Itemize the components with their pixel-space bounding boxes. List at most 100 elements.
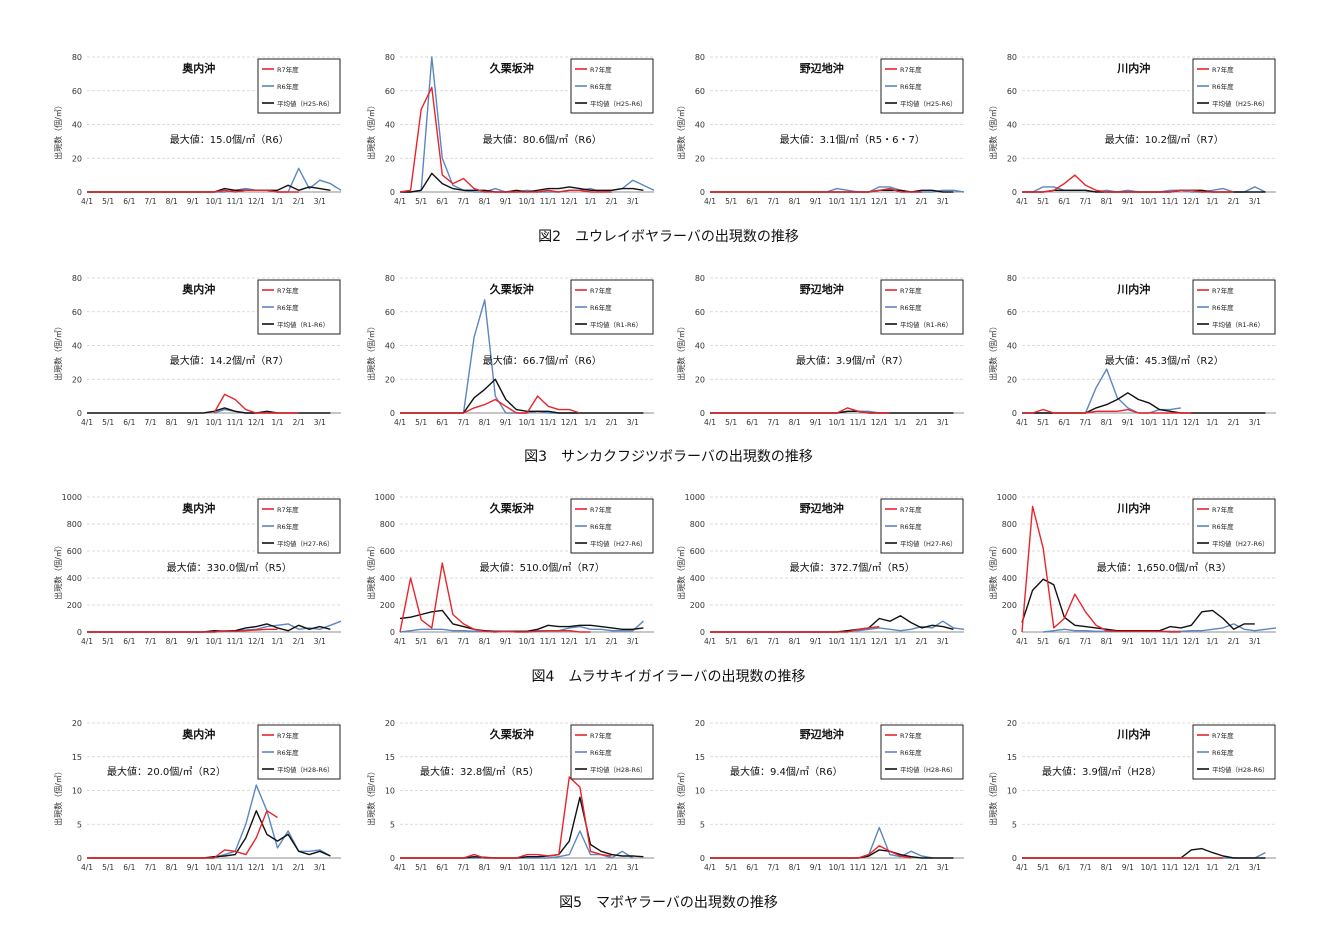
x-tick-label: 3/1 — [1249, 637, 1261, 646]
x-tick-label: 2/1 — [1228, 418, 1240, 427]
y-axis-label: 出現数（個/㎥） — [988, 101, 998, 160]
y-tick-label: 60 — [72, 308, 82, 317]
y-axis-label: 出現数（個/㎥） — [366, 322, 376, 381]
y-tick-label: 1000 — [997, 493, 1017, 502]
y-tick-label: 20 — [385, 154, 395, 163]
legend-label: 平均値（R1-R6） — [590, 320, 642, 329]
legend-label: R7年度 — [1212, 65, 1234, 74]
y-tick-label: 0 — [390, 188, 395, 197]
y-axis-label: 出現数（個/㎥） — [53, 101, 63, 160]
x-tick-label: 1/1 — [271, 418, 283, 427]
legend-label: R7年度 — [590, 65, 612, 74]
y-tick-label: 400 — [1002, 574, 1017, 583]
x-tick-label: 10/1 — [1141, 863, 1158, 872]
chart-fig4-kuriyazaka: 0 200 400 600 800 1000 4/1 5/1 6/1 7/1 8/1 9/1 10/1 1… — [366, 493, 654, 646]
y-axis-label: 出現数（個/㎥） — [676, 767, 686, 826]
x-tick-label: 11/1 — [850, 637, 867, 646]
series-line-avg — [1022, 392, 1266, 414]
series-line-r7 — [87, 810, 278, 859]
series-line-r6 — [710, 186, 965, 193]
x-tick-label: 5/1 — [1037, 418, 1049, 427]
legend-label: 平均値（H28-R6） — [1212, 765, 1269, 774]
max-value-annotation: 最大値：9.4個/㎥（R6） — [730, 765, 843, 778]
legend-label: 平均値（H25-R6） — [277, 99, 334, 108]
x-tick-label: 6/1 — [436, 637, 448, 646]
x-tick-label: 1/1 — [894, 863, 906, 872]
series-line-avg — [400, 172, 644, 193]
max-value-annotation: 最大値：10.2個/㎥（R7） — [1105, 133, 1224, 146]
x-tick-label: 9/1 — [810, 418, 822, 427]
legend-label: R7年度 — [277, 731, 299, 740]
x-tick-label: 7/1 — [144, 863, 156, 872]
x-tick-label: 12/1 — [1183, 863, 1200, 872]
y-tick-label: 80 — [72, 274, 82, 283]
y-tick-label: 0 — [390, 409, 395, 418]
legend-label: R7年度 — [900, 731, 922, 740]
max-value-annotation: 最大値：15.0個/㎥（R6） — [170, 133, 289, 146]
legend-label: 平均値（R1-R6） — [900, 320, 952, 329]
chart-title: 奥内沖 — [181, 727, 215, 741]
x-tick-label: 3/1 — [1249, 418, 1261, 427]
legend-label: R7年度 — [900, 286, 922, 295]
chart-title: 久栗坂沖 — [490, 727, 534, 741]
legend-label: 平均値（H25-R6） — [1212, 99, 1269, 108]
legend-label: R7年度 — [277, 65, 299, 74]
y-tick-label: 40 — [72, 342, 82, 351]
y-tick-label: 20 — [385, 719, 395, 728]
legend-label: R6年度 — [1212, 748, 1234, 757]
legend-label: R6年度 — [277, 748, 299, 757]
y-tick-label: 600 — [380, 547, 395, 556]
y-tick-label: 0 — [700, 188, 705, 197]
y-tick-label: 0 — [1012, 854, 1017, 863]
x-tick-label: 10/1 — [829, 863, 846, 872]
y-axis-label: 出現数（個/㎥） — [366, 541, 376, 600]
x-tick-label: 8/1 — [789, 197, 801, 206]
x-tick-label: 8/1 — [166, 197, 178, 206]
x-tick-label: 2/1 — [916, 637, 928, 646]
x-tick-label: 8/1 — [789, 863, 801, 872]
chart-fig2-okunai: 0 20 40 60 80 4/1 5/1 6/1 7/1 8/1 9/1 10/1 11/1 12/1 1… — [53, 53, 342, 206]
x-tick-label: 2/1 — [1228, 637, 1240, 646]
x-tick-label: 5/1 — [102, 418, 114, 427]
x-tick-label: 4/1 — [1016, 863, 1028, 872]
chart-title: 野辺地沖 — [800, 727, 844, 741]
x-tick-label: 11/1 — [1162, 197, 1179, 206]
x-tick-label: 10/1 — [829, 197, 846, 206]
x-tick-label: 9/1 — [500, 863, 512, 872]
x-tick-label: 2/1 — [293, 197, 305, 206]
x-tick-label: 4/1 — [1016, 637, 1028, 646]
x-tick-label: 9/1 — [187, 197, 199, 206]
y-tick-label: 0 — [1012, 188, 1017, 197]
x-tick-label: 1/1 — [584, 637, 596, 646]
legend-label: R7年度 — [1212, 286, 1234, 295]
series-line-avg — [400, 796, 644, 859]
x-tick-label: 3/1 — [937, 863, 949, 872]
x-tick-label: 8/1 — [789, 418, 801, 427]
y-tick-label: 800 — [690, 520, 705, 529]
y-axis-label: 出現数（個/㎥） — [53, 322, 63, 381]
series-line-r7 — [710, 187, 922, 193]
x-tick-label: 7/1 — [144, 637, 156, 646]
x-tick-label: 2/1 — [606, 197, 618, 206]
x-tick-label: 7/1 — [144, 418, 156, 427]
x-tick-label: 12/1 — [248, 863, 265, 872]
y-tick-label: 200 — [1002, 601, 1017, 610]
y-tick-label: 5 — [390, 820, 395, 829]
y-tick-label: 20 — [385, 375, 395, 384]
x-tick-label: 3/1 — [1249, 863, 1261, 872]
x-tick-label: 1/1 — [894, 418, 906, 427]
x-tick-label: 4/1 — [81, 197, 93, 206]
legend-label: R6年度 — [590, 82, 612, 91]
x-tick-label: 7/1 — [144, 197, 156, 206]
chart-title: 川内沖 — [1116, 501, 1150, 515]
x-tick-label: 5/1 — [1037, 863, 1049, 872]
x-tick-label: 5/1 — [415, 418, 427, 427]
x-tick-label: 4/1 — [81, 418, 93, 427]
x-tick-label: 1/1 — [271, 197, 283, 206]
x-tick-label: 3/1 — [314, 863, 326, 872]
series-line-r7 — [399, 86, 612, 193]
y-tick-label: 0 — [700, 409, 705, 418]
caption-fig5: 図5 マボヤラーバの出現数の推移 — [559, 895, 778, 911]
x-tick-label: 4/1 — [704, 197, 716, 206]
x-tick-label: 2/1 — [293, 418, 305, 427]
